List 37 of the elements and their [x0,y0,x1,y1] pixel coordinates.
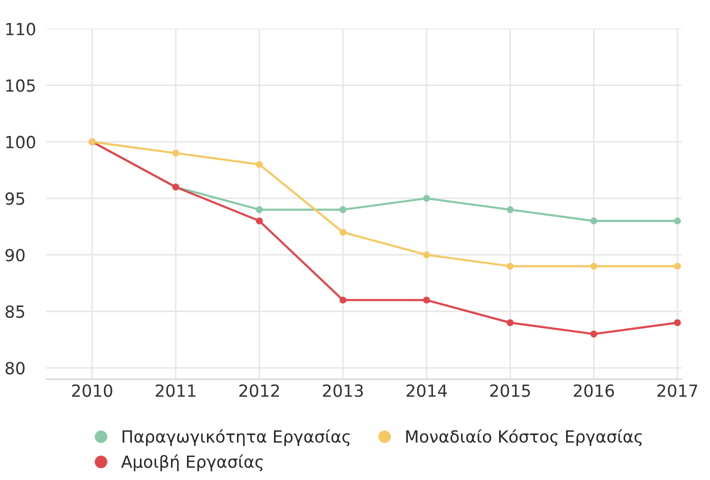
point [340,206,346,214]
point [256,217,263,224]
point [340,228,346,236]
y-tick-label: 100 [6,136,36,148]
y-tick-label: 90 [5,248,25,262]
x-tick-label: 2012 [239,384,279,397]
point [423,194,430,202]
point [506,319,514,326]
y-tick-label: 110 [6,22,36,36]
x-tick-label: 2015 [490,384,530,397]
y-tick-label: 85 [6,305,24,318]
point [590,262,598,270]
point [340,296,346,304]
point [423,296,430,304]
point [506,206,514,214]
x-tick-label: 2017 [657,384,698,397]
point [256,206,263,214]
y-tick-label: 105 [6,79,35,92]
legend-label: Μοναδιαίο Κόστος Εργασίας [406,429,642,446]
point [674,217,681,224]
point [256,160,263,168]
point [674,319,681,326]
point [590,330,598,338]
legend-label: Παραγωγικότητα Εργασίας [122,429,350,446]
x-tick-label: 2016 [574,384,614,397]
x-tick-label: 2011 [156,384,196,397]
x-tick-label: 2013 [322,384,363,397]
y-tick-label: 80 [6,362,25,374]
y-tick-label: 95 [5,192,24,205]
x-tick-label: 2010 [72,384,112,397]
point [172,150,180,157]
point [674,262,681,270]
x-tick-label: 2014 [406,384,447,397]
point [506,262,514,270]
legend-label: Αμοιβή Εργασίας [121,454,263,472]
point [590,217,598,224]
point [423,251,430,258]
